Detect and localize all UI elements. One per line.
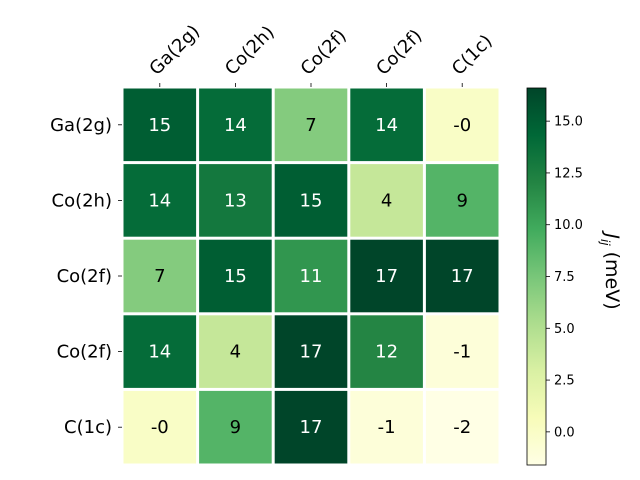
heatmap-cell [425, 239, 499, 313]
cell-value-label: -2 [453, 417, 471, 438]
cell-value-label: 17 [451, 266, 474, 287]
x-tick-label: Ga(2g) [145, 21, 204, 80]
cell-value-label: 9 [230, 417, 241, 438]
colorbar-label: Jij (meV) [598, 229, 623, 309]
colorbar-tick-label: 5.0 [554, 322, 575, 337]
colorbar-label-symbol: J [601, 229, 623, 239]
colorbar-tick-label: 2.5 [554, 374, 575, 389]
heatmap-cells: 15 14 7 14 -0 14 13 15 4 9 7 15 11 17 17 14 4 17 12 -1 -0 9 17… [123, 88, 499, 464]
heatmap-cell [274, 88, 348, 162]
heatmap-cell [199, 315, 272, 388]
y-tick-label: Co(2h) [52, 190, 113, 211]
heatmap-cell [123, 390, 197, 464]
cell-value-label: 17 [375, 266, 398, 287]
x-tick-label: Co(2f) [297, 25, 351, 79]
x-tick-label: Co(2h) [221, 22, 279, 80]
cell-value-label: -0 [453, 115, 471, 136]
cell-value-label: 15 [300, 190, 323, 211]
cell-value-label: 14 [375, 115, 398, 136]
heatmap-cell [274, 164, 348, 237]
x-tick-labels: Ga(2g) Co(2h) Co(2f) Co(2f) C(1c) [145, 21, 497, 87]
cell-value-label: 12 [375, 342, 398, 363]
cell-value-label: 7 [305, 115, 316, 136]
colorbar-tick-label: 0.0 [554, 425, 575, 440]
cell-value-label: 13 [224, 190, 247, 211]
x-tick-label: C(1c) [448, 31, 497, 80]
y-tick-label: Co(2f) [57, 266, 112, 287]
cell-value-label: 17 [300, 342, 323, 363]
heatmap-cell [274, 239, 348, 313]
cell-value-label: -1 [453, 342, 471, 363]
heatmap-cell [123, 239, 197, 313]
cell-value-label: 4 [381, 190, 392, 211]
heatmap-cell [123, 88, 197, 162]
cell-value-label: 14 [224, 115, 247, 136]
heatmap-cell [350, 88, 423, 162]
cell-value-label: 11 [300, 266, 323, 287]
heatmap-cell [350, 315, 423, 388]
heatmap-cell [199, 390, 272, 464]
colorbar-label-subscript: ij [598, 239, 612, 246]
cell-value-label: 9 [456, 190, 467, 211]
colorbar-tick-label: 10.0 [554, 218, 583, 233]
cell-value-label: 4 [230, 342, 241, 363]
colorbar-tick-label: 15.0 [554, 115, 583, 130]
heatmap-cell [425, 390, 499, 464]
colorbar-tick-label: 7.5 [554, 270, 575, 285]
y-tick-label: Co(2f) [57, 342, 112, 363]
cell-value-label: -0 [151, 417, 169, 438]
cell-value-label: 15 [148, 115, 171, 136]
cell-value-label: 17 [300, 417, 323, 438]
cell-value-label: 7 [154, 266, 165, 287]
heatmap-cell [274, 315, 348, 388]
heatmap-cell [425, 315, 499, 388]
y-tick-label: C(1c) [64, 417, 112, 438]
heatmap-cell [274, 390, 348, 464]
heatmap-cell [425, 164, 499, 237]
heatmap-cell [199, 88, 272, 162]
y-tick-label: Ga(2g) [50, 115, 112, 136]
heatmap-cell [123, 315, 197, 388]
heatmap-cell [350, 239, 423, 313]
heatmap-cell [123, 164, 197, 237]
colorbar-tick-label: 12.5 [554, 166, 583, 181]
colorbar-gradient [526, 87, 547, 466]
heatmap-cell [425, 88, 499, 162]
cell-value-label: 14 [148, 342, 171, 363]
colorbar-ticks: 0.0 2.5 5.0 7.5 10.0 12.5 15.0 [546, 115, 583, 440]
cell-value-label: 15 [224, 266, 247, 287]
colorbar-label-units: (meV) [601, 246, 623, 310]
x-tick-label: Co(2f) [372, 25, 426, 79]
heatmap-cell [350, 390, 423, 464]
cell-value-label: 14 [148, 190, 171, 211]
heatmap-cell [199, 239, 272, 313]
cell-value-label: -1 [378, 417, 396, 438]
colorbar: 0.0 2.5 5.0 7.5 10.0 12.5 15.0 Jij (meV) [526, 87, 623, 466]
y-tick-labels: Ga(2g) Co(2h) Co(2f) Co(2f) C(1c) [50, 115, 122, 438]
heatmap-cell [199, 164, 272, 237]
heatmap-cell [350, 164, 423, 237]
